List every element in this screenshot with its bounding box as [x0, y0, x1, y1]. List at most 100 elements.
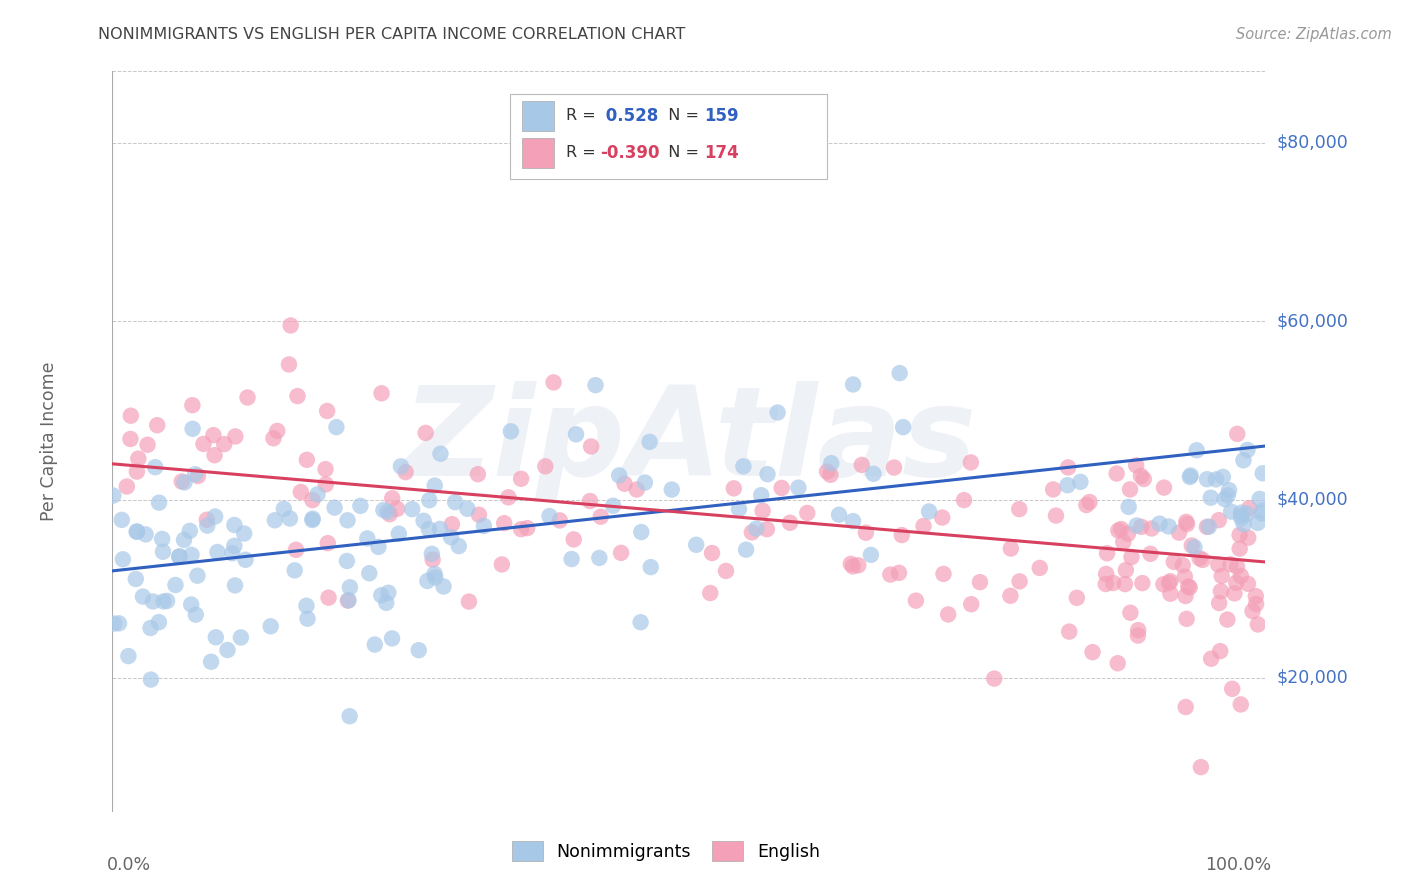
Point: [370, 386, 392, 401]
Point: [429, 447, 451, 461]
Point: [640, 560, 662, 574]
Point: [1057, 624, 1080, 639]
Point: [1223, 586, 1246, 600]
Point: [127, 524, 149, 539]
Text: 100.0%: 100.0%: [1205, 856, 1271, 874]
Point: [456, 501, 478, 516]
Point: [1220, 505, 1243, 519]
Point: [766, 405, 789, 419]
Point: [287, 389, 309, 403]
Point: [1130, 520, 1153, 534]
Point: [1175, 517, 1198, 532]
Point: [1184, 541, 1206, 555]
Point: [602, 499, 624, 513]
Point: [120, 409, 142, 423]
Point: [1175, 515, 1198, 529]
Point: [685, 538, 707, 552]
Point: [1181, 539, 1204, 553]
Point: [1000, 589, 1022, 603]
Point: [779, 516, 801, 530]
Point: [422, 552, 444, 566]
Point: [1236, 442, 1258, 457]
Point: [1081, 645, 1104, 659]
Point: [851, 458, 873, 472]
Point: [315, 477, 337, 491]
Point: [610, 546, 633, 560]
Point: [325, 420, 347, 434]
Point: [1237, 577, 1260, 591]
Point: [224, 429, 246, 443]
Point: [1115, 563, 1137, 577]
Point: [579, 440, 602, 454]
Point: [1216, 488, 1239, 502]
Point: [284, 563, 307, 577]
Point: [139, 621, 162, 635]
Point: [1029, 561, 1052, 575]
Point: [891, 420, 914, 434]
Point: [1118, 500, 1140, 514]
Point: [148, 496, 170, 510]
Point: [1230, 508, 1253, 523]
Point: [1247, 617, 1270, 632]
Point: [132, 590, 155, 604]
Point: [336, 554, 359, 568]
Point: [1125, 518, 1147, 533]
Point: [152, 545, 174, 559]
Point: [180, 548, 202, 562]
Point: [349, 499, 371, 513]
Point: [1208, 513, 1230, 527]
Point: [1153, 481, 1175, 495]
Point: [842, 514, 865, 528]
Point: [217, 643, 239, 657]
Point: [186, 568, 208, 582]
Point: [1188, 551, 1211, 566]
Point: [193, 437, 215, 451]
Point: [828, 508, 851, 522]
Point: [1185, 443, 1208, 458]
Point: [1230, 569, 1253, 583]
Point: [1149, 516, 1171, 531]
Point: [401, 502, 423, 516]
Point: [1239, 501, 1261, 516]
Text: 174: 174: [704, 144, 738, 161]
Point: [1208, 596, 1230, 610]
FancyBboxPatch shape: [522, 101, 554, 130]
Point: [887, 566, 910, 580]
Point: [1195, 472, 1218, 486]
Point: [416, 574, 439, 588]
Point: [1213, 492, 1236, 507]
Point: [815, 465, 838, 479]
Text: -0.390: -0.390: [600, 144, 659, 161]
Point: [1109, 522, 1132, 536]
Point: [1244, 597, 1267, 611]
Point: [626, 483, 648, 497]
Point: [290, 485, 312, 500]
Point: [385, 501, 408, 516]
Point: [236, 391, 259, 405]
Point: [1174, 700, 1197, 714]
Point: [543, 376, 565, 390]
Point: [184, 467, 207, 482]
Point: [630, 615, 652, 630]
Point: [195, 518, 218, 533]
Point: [1251, 503, 1274, 517]
Text: R =: R =: [565, 145, 600, 161]
Point: [983, 672, 1005, 686]
Point: [1232, 453, 1254, 467]
Point: [143, 460, 166, 475]
Point: [336, 593, 359, 607]
Point: [202, 428, 225, 442]
Point: [634, 475, 657, 490]
Point: [883, 460, 905, 475]
Point: [356, 532, 378, 546]
Point: [418, 522, 440, 536]
Point: [498, 491, 520, 505]
Point: [1066, 591, 1088, 605]
Point: [912, 519, 935, 533]
Point: [1205, 472, 1227, 486]
Point: [607, 468, 630, 483]
Point: [548, 513, 571, 527]
Point: [1094, 577, 1116, 591]
Point: [890, 528, 912, 542]
Point: [1236, 507, 1258, 521]
